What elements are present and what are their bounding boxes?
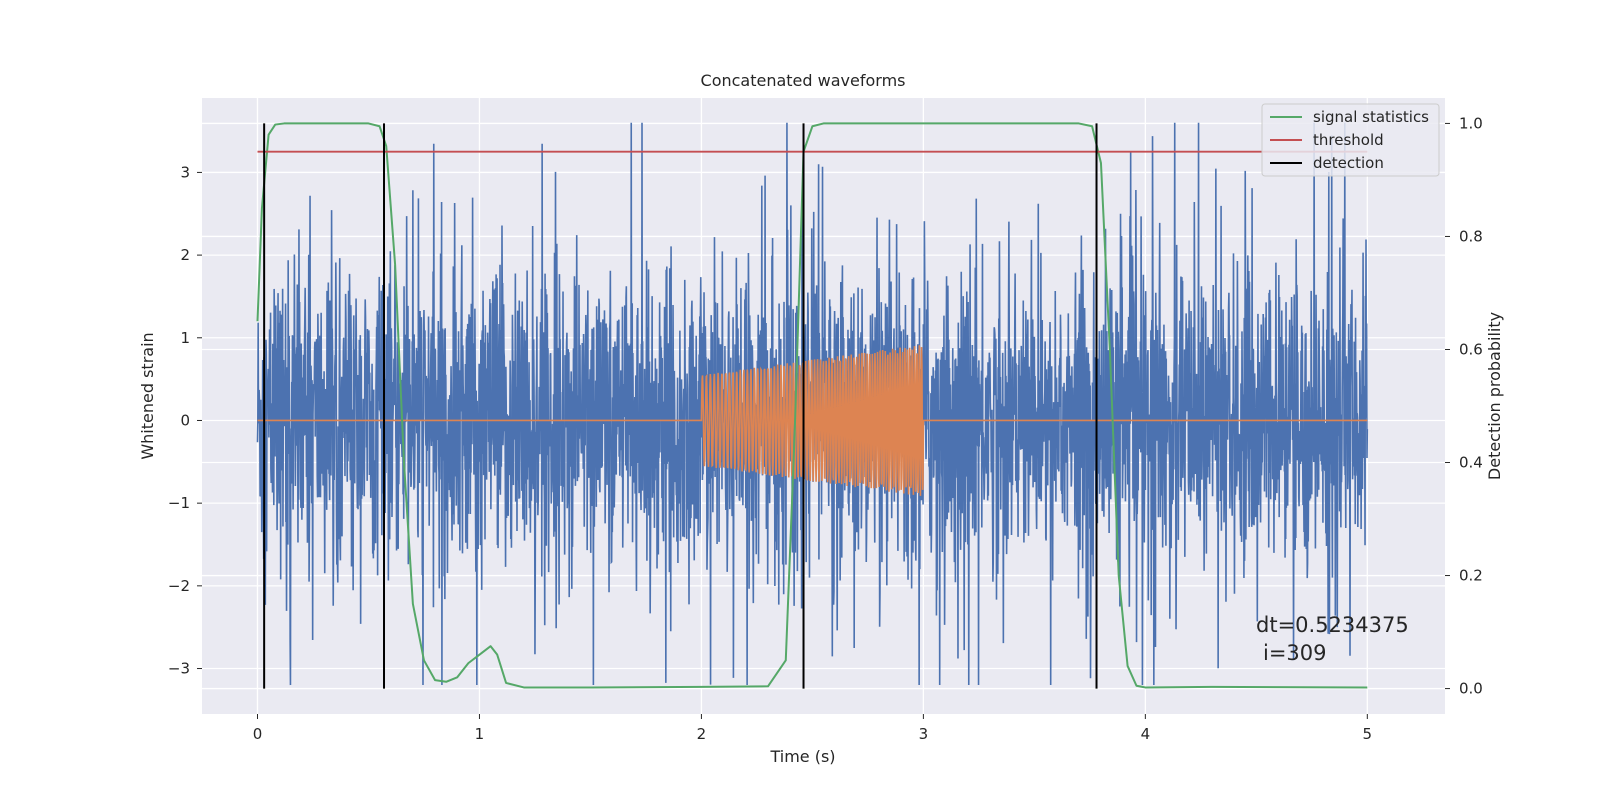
y-tick-label-right: 0.6 xyxy=(1459,340,1483,358)
y-tick-label-right: 0.0 xyxy=(1459,680,1483,698)
y-tick-label-right: 0.8 xyxy=(1459,227,1483,245)
annotation-dt: dt=0.5234375 xyxy=(1256,613,1409,637)
probability-series xyxy=(256,122,1368,689)
legend-threshold: threshold xyxy=(1313,131,1384,149)
y-tick-label-left: 3 xyxy=(180,163,190,181)
annotation-i: i=309 xyxy=(1263,641,1327,665)
signal-statistics-line xyxy=(256,122,1368,689)
y-tick-label-left: 2 xyxy=(180,246,190,264)
x-axis-label: Time (s) xyxy=(769,747,835,766)
x-tick-label: 2 xyxy=(697,725,707,743)
y-tick-label-right: 0.4 xyxy=(1459,454,1483,472)
y-tick-label-left: 0 xyxy=(180,411,190,429)
y-tick-label-right: 1.0 xyxy=(1459,114,1483,132)
x-tick-label: 1 xyxy=(475,725,485,743)
x-tick-label: 3 xyxy=(919,725,929,743)
x-tick-label: 5 xyxy=(1363,725,1373,743)
y-ticks-right: 0.0 0.2 0.4 0.6 0.8 1.0 xyxy=(1445,114,1483,698)
y-ticks-left: −3 −2 −1 0 1 2 3 xyxy=(168,163,202,678)
y-tick-label-left: −2 xyxy=(168,577,190,595)
y-tick-label-left: −3 xyxy=(168,660,190,678)
x-tick-label: 4 xyxy=(1141,725,1151,743)
injected-signal-line xyxy=(257,345,1368,496)
y-axis-label-right: Detection probability xyxy=(1485,312,1504,480)
legend: signal statistics threshold detection xyxy=(1261,103,1440,177)
x-ticks: 0 1 2 3 4 5 xyxy=(253,714,1372,743)
chart-title: Concatenated waveforms xyxy=(701,71,906,90)
legend-box xyxy=(1261,103,1440,177)
y-tick-label-left: 1 xyxy=(180,329,190,347)
legend-detection: detection xyxy=(1313,154,1384,172)
x-tick-label: 0 xyxy=(253,725,263,743)
y-tick-label-left: −1 xyxy=(168,494,190,512)
y-tick-label-right: 0.2 xyxy=(1459,567,1483,585)
legend-signal-statistics: signal statistics xyxy=(1313,108,1429,126)
injected-signal-series xyxy=(257,345,1368,496)
y-axis-label-left: Whitened strain xyxy=(138,332,157,459)
